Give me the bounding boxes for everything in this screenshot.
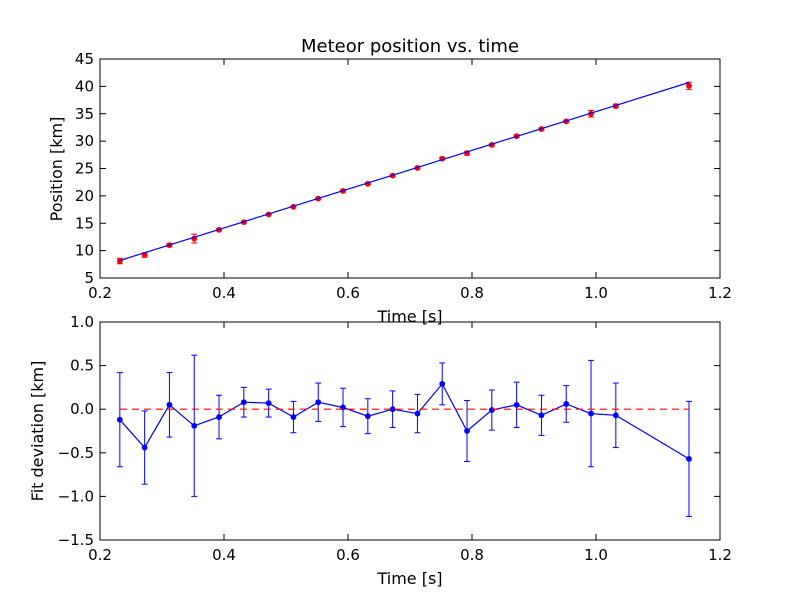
y-tick-label: 35 xyxy=(75,105,94,123)
deviation-plot-data-point xyxy=(364,413,371,420)
position-plot-ylabel: Position [km] xyxy=(47,117,66,222)
position-plot-xlabel: Time [s] xyxy=(376,307,442,326)
position-plot-series-1-line xyxy=(119,81,690,262)
x-tick-label: 0.6 xyxy=(336,546,360,564)
y-tick-label: 5 xyxy=(84,269,94,287)
y-tick-label: 0.0 xyxy=(70,400,94,418)
deviation-plot-data-point xyxy=(439,381,446,387)
deviation-plot-data-point xyxy=(265,400,272,406)
deviation-plot-data-point xyxy=(414,410,421,417)
x-tick-label: 0.6 xyxy=(336,284,360,302)
x-tick-label: 0.2 xyxy=(88,546,112,564)
deviation-plot: Time [s] Fit deviation [km] 0.2 0.4 0.6 0.8… xyxy=(28,313,732,588)
deviation-plot-ticks: 0.2 0.4 0.6 0.8 1.0 1.2 −1.5 −1.0 −0.5 0.0 0.5 1.0 xyxy=(58,313,732,564)
y-tick-label: −1.0 xyxy=(58,487,94,505)
position-plot-marks xyxy=(116,81,692,265)
deviation-plot-data-point xyxy=(389,406,396,413)
y-tick-label: 15 xyxy=(75,214,94,232)
position-plot-ticks: 0.2 0.4 0.6 0.8 1.0 1.2 5 10 15 20 25 30 35 40 45 xyxy=(75,50,732,302)
x-tick-label: 1.2 xyxy=(708,546,732,564)
deviation-plot-series-0-line xyxy=(119,382,690,460)
position-plot-data-point xyxy=(686,82,692,89)
y-tick-label: 30 xyxy=(75,132,94,150)
y-tick-label: 25 xyxy=(75,160,94,178)
deviation-plot-data-point xyxy=(538,412,545,419)
x-tick-label: 0.4 xyxy=(212,546,236,564)
deviation-plot-data-point xyxy=(166,401,173,408)
y-tick-label: −0.5 xyxy=(58,444,94,462)
x-tick-label: 0.8 xyxy=(460,284,484,302)
y-tick-label: 0.5 xyxy=(70,357,94,375)
y-tick-label: 45 xyxy=(75,50,94,68)
deviation-plot-data-point xyxy=(588,410,594,417)
deviation-plot-xlabel: Time [s] xyxy=(376,569,442,588)
position-plot-title: Meteor position vs. time xyxy=(301,36,519,57)
x-tick-label: 1.0 xyxy=(584,284,608,302)
y-tick-label: 1.0 xyxy=(70,313,94,331)
x-tick-label: 1.0 xyxy=(584,546,608,564)
position-plot: Meteor position vs. time Time [s] Positi… xyxy=(47,36,732,326)
deviation-plot-data-point xyxy=(141,444,148,451)
deviation-plot-data-point xyxy=(315,399,322,406)
deviation-plot-marks xyxy=(116,354,692,517)
x-tick-label: 0.2 xyxy=(88,284,112,302)
position-plot-frame xyxy=(99,58,721,279)
y-tick-label: −1.5 xyxy=(58,531,94,549)
y-tick-label: 10 xyxy=(75,242,94,260)
deviation-plot-data-point xyxy=(191,422,198,429)
deviation-plot-data-point xyxy=(612,412,619,419)
deviation-plot-data-point xyxy=(116,416,123,423)
y-tick-label: 40 xyxy=(75,77,94,95)
deviation-plot-data-point xyxy=(488,407,495,413)
deviation-plot-data-point xyxy=(240,399,247,406)
deviation-plot-ylabel: Fit deviation [km] xyxy=(28,361,47,502)
y-tick-label: 20 xyxy=(75,187,94,205)
deviation-plot-data-point xyxy=(290,414,297,420)
x-tick-label: 0.8 xyxy=(460,546,484,564)
x-tick-label: 0.4 xyxy=(212,284,236,302)
deviation-plot-data-point xyxy=(686,456,692,462)
deviation-plot-data-point xyxy=(216,414,222,420)
deviation-plot-frame xyxy=(99,321,721,541)
deviation-plot-data-point xyxy=(563,401,570,407)
deviation-plot-data-point xyxy=(513,401,520,408)
deviation-plot-data-point xyxy=(464,428,470,434)
x-tick-label: 1.2 xyxy=(708,284,732,302)
